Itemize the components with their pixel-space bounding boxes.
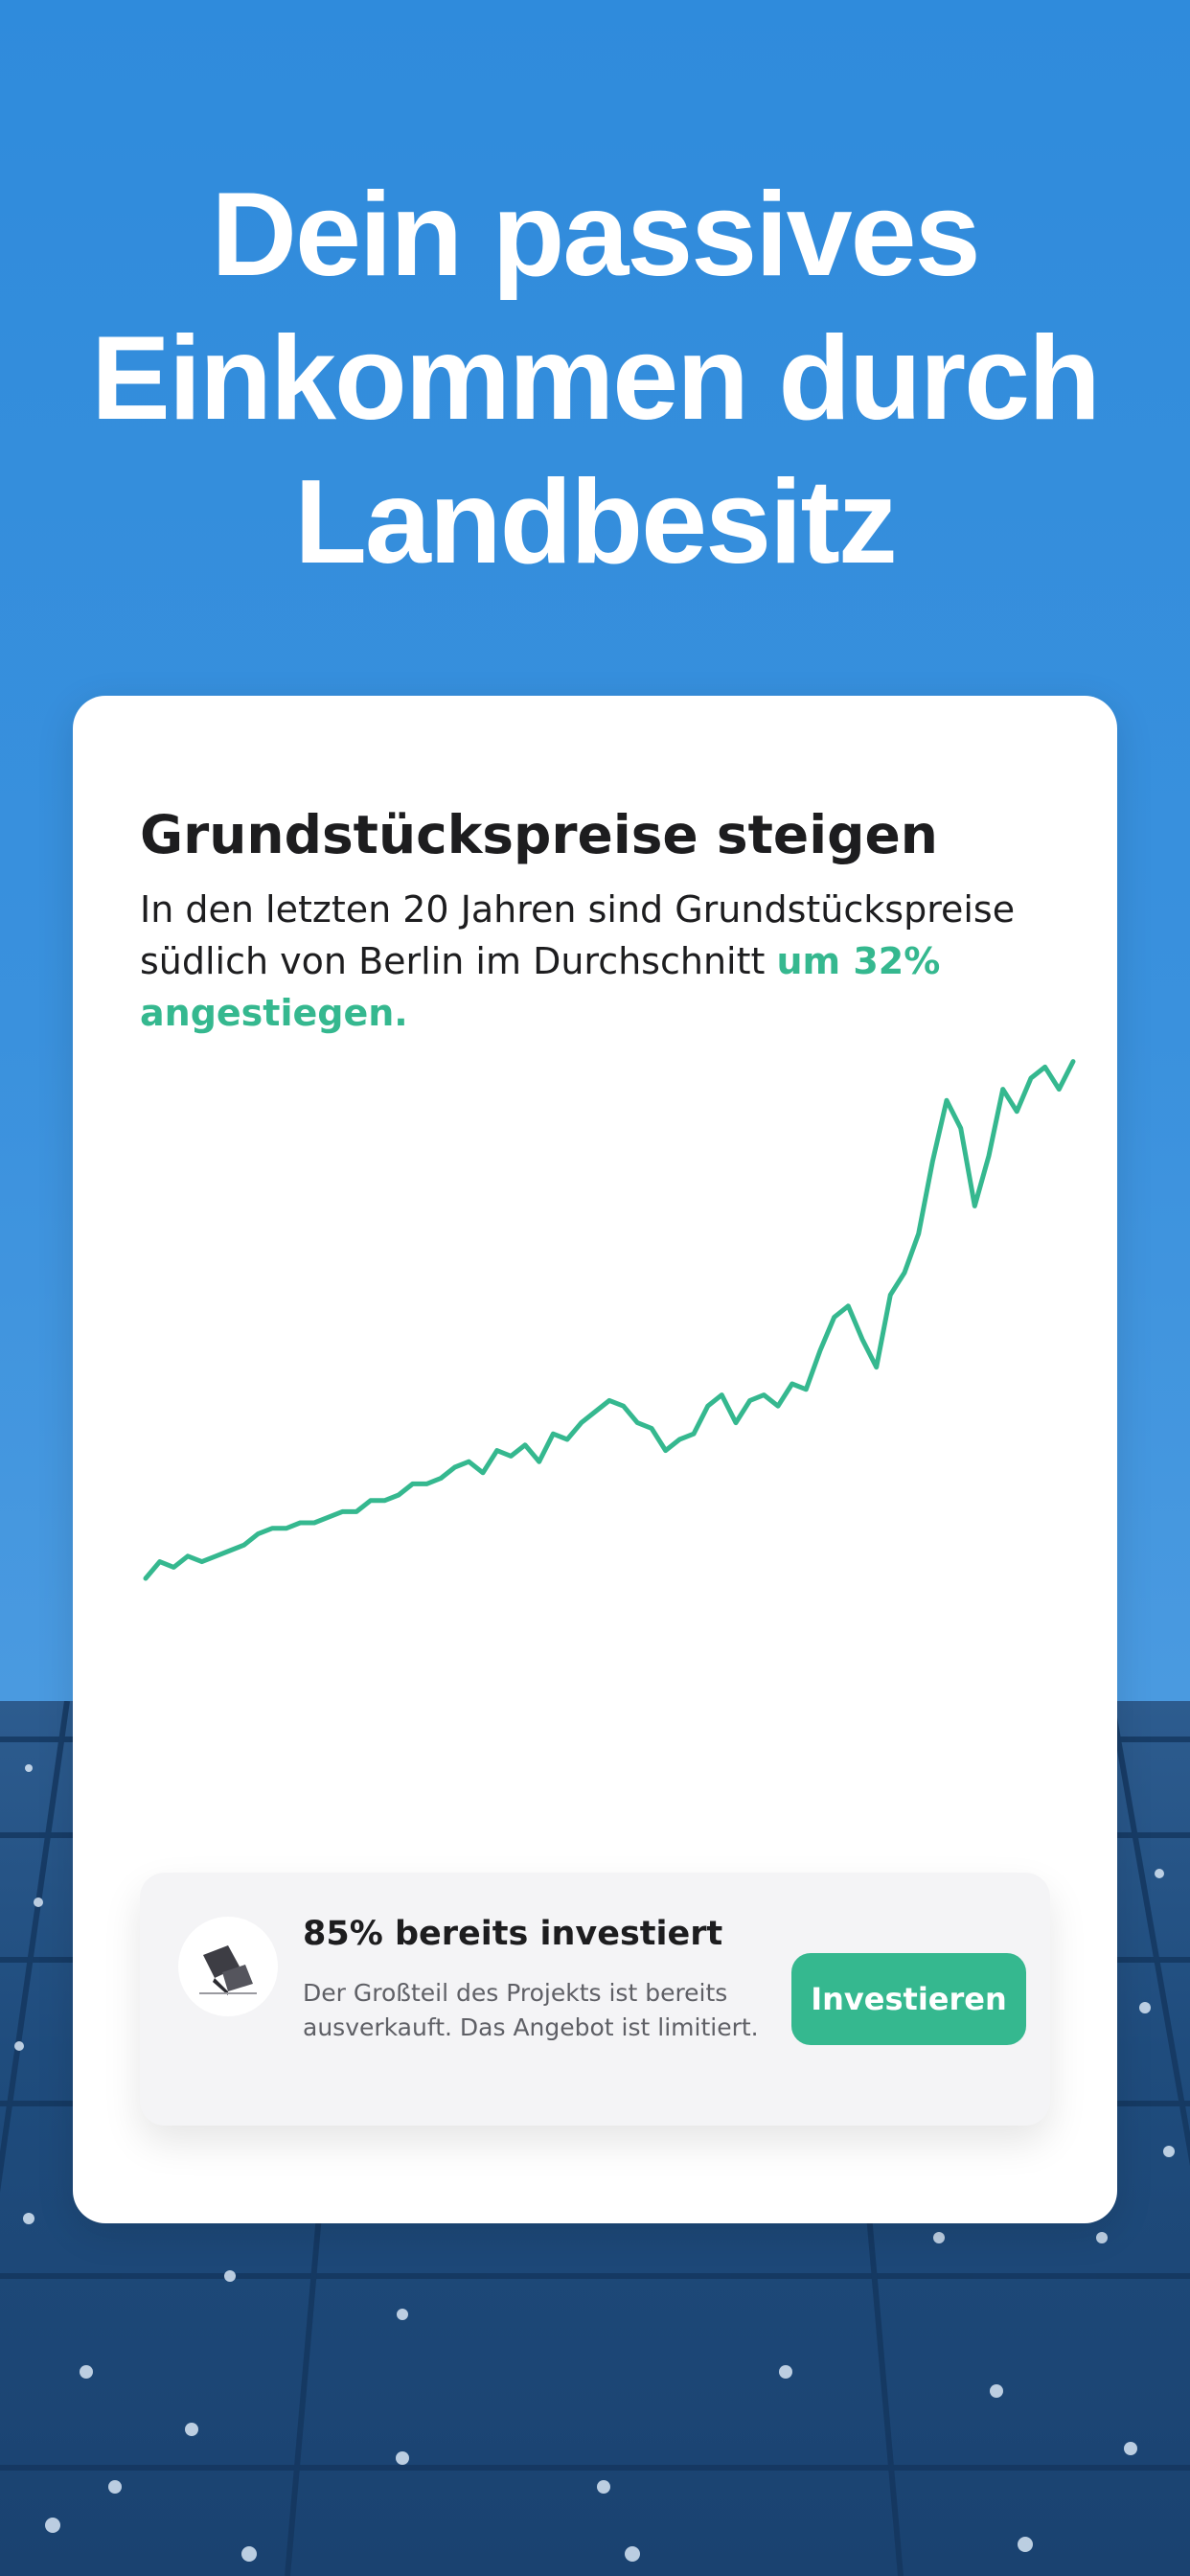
price-line-chart [143,1059,1076,1581]
headline-line-2: Einkommen durch [91,312,1101,445]
invest-panel: 85% bereits investiert Der Großteil des … [140,1873,1050,2126]
invest-description: Der Großteil des Projekts ist bereits au… [303,1979,759,2041]
card-description-text: In den letzten 20 Jahren sind Grundstück… [140,888,1016,982]
invest-title: 85% bereits investiert [303,1915,723,1953]
headline-line-1: Dein passives [211,169,980,301]
card-title: Grundstückspreise steigen [140,804,938,865]
avatar [178,1917,278,2016]
land-plot-icon [199,1945,257,1995]
headline-line-3: Landbesitz [294,456,898,588]
card-description-accent: um 32% angestiegen. [140,940,941,1034]
price-card: Grundstückspreise steigen In den letzten… [73,696,1117,2223]
chart-series-line-0 [143,1059,1076,1581]
invest-button[interactable]: Investieren [791,1953,1026,2045]
card-description: In den letzten 20 Jahren sind Grundstück… [140,884,1050,1039]
page-headline: Dein passives Einkommen durch Landbesitz [0,163,1190,594]
